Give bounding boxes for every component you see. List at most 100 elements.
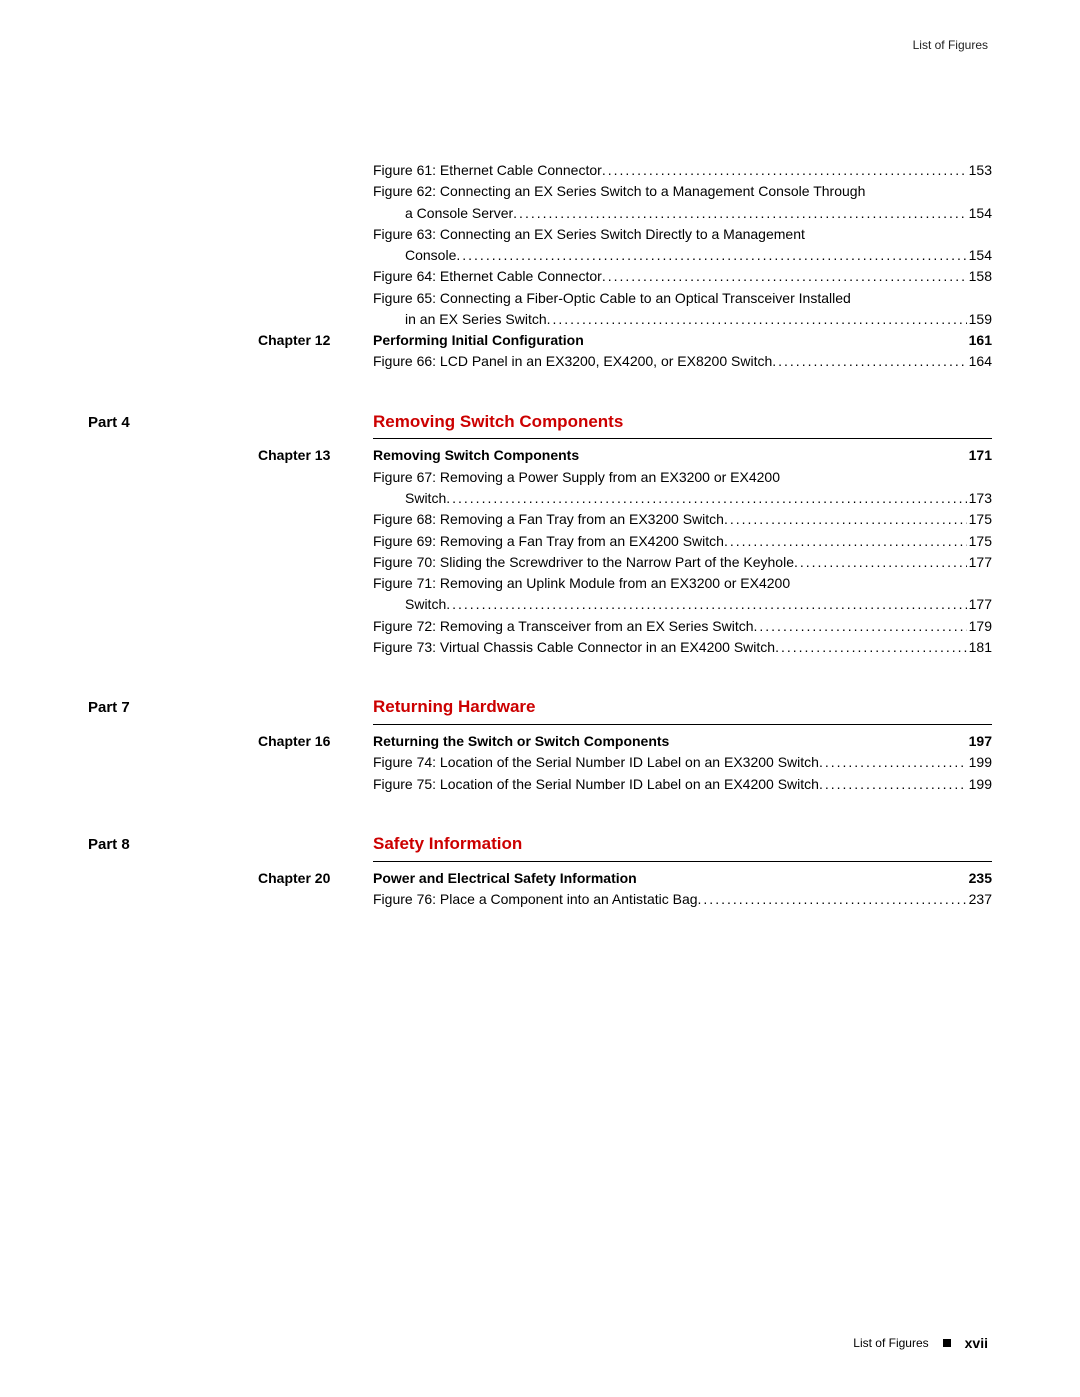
figure-entry: Figure 61: Ethernet Cable Connector 153 — [373, 160, 992, 181]
figure-entry: Figure 62: Connecting an EX Series Switc… — [373, 181, 992, 224]
figure-text: Figure 74: Location of the Serial Number… — [373, 752, 819, 773]
figure-entry: Figure 63: Connecting an EX Series Switc… — [373, 224, 992, 267]
chapter-page: 235 — [957, 868, 992, 889]
chapter-label: Chapter 12 — [258, 330, 373, 351]
body-row: Figure 76: Place a Component into an Ant… — [88, 889, 992, 910]
figure-entry: Figure 71: Removing an Uplink Module fro… — [373, 573, 992, 616]
chapter-label: Chapter 20 — [258, 868, 373, 889]
figure-text: Figure 61: Ethernet Cable Connector — [373, 160, 602, 181]
chapter-row: Chapter 12Performing Initial Configurati… — [88, 330, 992, 351]
dot-leader — [724, 531, 967, 552]
figure-line: Figure 74: Location of the Serial Number… — [373, 752, 992, 773]
part-title: Removing Switch Components — [373, 409, 992, 440]
dot-leader — [819, 774, 967, 795]
chapter-body: Power and Electrical Safety Information2… — [373, 868, 992, 889]
figure-line: Figure 61: Ethernet Cable Connector 153 — [373, 160, 992, 181]
body-row: Figure 66: LCD Panel in an EX3200, EX420… — [88, 351, 992, 372]
dot-leader — [513, 203, 966, 224]
figure-line: Figure 71: Removing an Uplink Module fro… — [373, 573, 992, 594]
figure-line: Figure 62: Connecting an EX Series Switc… — [373, 181, 992, 202]
figure-text: Console — [405, 245, 456, 266]
figure-line: Switch 177 — [373, 594, 992, 615]
figure-entry: Figure 68: Removing a Fan Tray from an E… — [373, 509, 992, 530]
body-row: Figure 61: Ethernet Cable Connector 153 — [88, 160, 992, 181]
part-block: Part 8Safety InformationChapter 20Power … — [88, 831, 992, 910]
figure-text: Figure 70: Sliding the Screwdriver to th… — [373, 552, 794, 573]
dot-leader — [602, 160, 967, 181]
chapter-title: Performing Initial Configuration — [373, 330, 957, 351]
figure-text: Figure 64: Ethernet Cable Connector — [373, 266, 602, 287]
figure-text: Switch — [405, 594, 446, 615]
figure-text: Figure 71: Removing an Uplink Module fro… — [373, 573, 790, 594]
footer-label: List of Figures — [853, 1336, 928, 1350]
figure-line: a Console Server 154 — [373, 203, 992, 224]
chapter-row: Chapter 16Returning the Switch or Switch… — [88, 731, 992, 752]
figure-page: 177 — [967, 594, 992, 615]
figure-line: Figure 69: Removing a Fan Tray from an E… — [373, 531, 992, 552]
chapter-label: Chapter 16 — [258, 731, 373, 752]
body-row: Figure 64: Ethernet Cable Connector 158 — [88, 266, 992, 287]
part-row: Part 4 Removing Switch Components — [88, 409, 992, 446]
part-row: Part 7 Returning Hardware — [88, 694, 992, 731]
figure-text: Figure 65: Connecting a Fiber-Optic Cabl… — [373, 288, 851, 309]
chapter-row: Chapter 13Removing Switch Components171 — [88, 445, 992, 466]
figure-page: 179 — [967, 616, 992, 637]
dot-leader — [794, 552, 967, 573]
dot-leader — [819, 752, 967, 773]
figure-page: 164 — [967, 351, 992, 372]
chapter-page: 197 — [957, 731, 992, 752]
dot-leader — [456, 245, 966, 266]
figure-entry: Figure 75: Location of the Serial Number… — [373, 774, 992, 795]
chapter-row: Chapter 20Power and Electrical Safety In… — [88, 868, 992, 889]
figure-text: a Console Server — [405, 203, 513, 224]
figure-entry: Figure 76: Place a Component into an Ant… — [373, 889, 992, 910]
figure-line: Figure 73: Virtual Chassis Cable Connect… — [373, 637, 992, 658]
figure-entry: Figure 69: Removing a Fan Tray from an E… — [373, 531, 992, 552]
figure-entry: Figure 74: Location of the Serial Number… — [373, 752, 992, 773]
dot-leader — [724, 509, 967, 530]
figure-text: Figure 66: LCD Panel in an EX3200, EX420… — [373, 351, 772, 372]
figure-text: Figure 62: Connecting an EX Series Switc… — [373, 181, 865, 202]
figure-page: 237 — [967, 889, 992, 910]
dot-leader — [446, 488, 966, 509]
chapter-body: Removing Switch Components171 — [373, 445, 992, 466]
square-bullet-icon — [943, 1339, 951, 1347]
figure-text: Figure 75: Location of the Serial Number… — [373, 774, 819, 795]
figure-text: in an EX Series Switch — [405, 309, 547, 330]
figure-text: Figure 76: Place a Component into an Ant… — [373, 889, 698, 910]
figure-page: 175 — [967, 509, 992, 530]
part-block: Part 4 Removing Switch Components Chapter … — [88, 409, 992, 658]
chapter-title: Power and Electrical Safety Information — [373, 868, 957, 889]
figure-entry: Figure 66: LCD Panel in an EX3200, EX420… — [373, 351, 992, 372]
figure-page: 159 — [967, 309, 992, 330]
figure-text: Figure 68: Removing a Fan Tray from an E… — [373, 509, 724, 530]
figure-entry: Figure 72: Removing a Transceiver from a… — [373, 616, 992, 637]
chapter-body: Performing Initial Configuration161 — [373, 330, 992, 351]
dot-leader — [772, 351, 966, 372]
chapter-page: 161 — [957, 330, 992, 351]
body-row: Figure 67: Removing a Power Supply from … — [88, 467, 992, 510]
figure-page: 153 — [967, 160, 992, 181]
part-label: Part 4 — [88, 412, 258, 435]
figure-line: Figure 68: Removing a Fan Tray from an E… — [373, 509, 992, 530]
part-title: Returning Hardware — [373, 694, 992, 725]
figure-line: Figure 72: Removing a Transceiver from a… — [373, 616, 992, 637]
figure-text: Figure 67: Removing a Power Supply from … — [373, 467, 780, 488]
figure-entry: Figure 65: Connecting a Fiber-Optic Cabl… — [373, 288, 992, 331]
part-label: Part 8 — [88, 834, 258, 857]
figure-text: Figure 69: Removing a Fan Tray from an E… — [373, 531, 724, 552]
dot-leader — [446, 594, 966, 615]
body-row: Figure 75: Location of the Serial Number… — [88, 774, 992, 795]
figure-line: Figure 63: Connecting an EX Series Switc… — [373, 224, 992, 245]
figure-page: 154 — [967, 245, 992, 266]
part-label: Part 7 — [88, 697, 258, 720]
body-row: Figure 68: Removing a Fan Tray from an E… — [88, 509, 992, 530]
figure-line: Console 154 — [373, 245, 992, 266]
figure-line: Figure 64: Ethernet Cable Connector 158 — [373, 266, 992, 287]
figure-entry: Figure 67: Removing a Power Supply from … — [373, 467, 992, 510]
body-row: Figure 63: Connecting an EX Series Switc… — [88, 224, 992, 267]
chapter-page: 171 — [957, 445, 992, 466]
dot-leader — [775, 637, 967, 658]
dot-leader — [602, 266, 967, 287]
figure-text: Figure 72: Removing a Transceiver from a… — [373, 616, 754, 637]
